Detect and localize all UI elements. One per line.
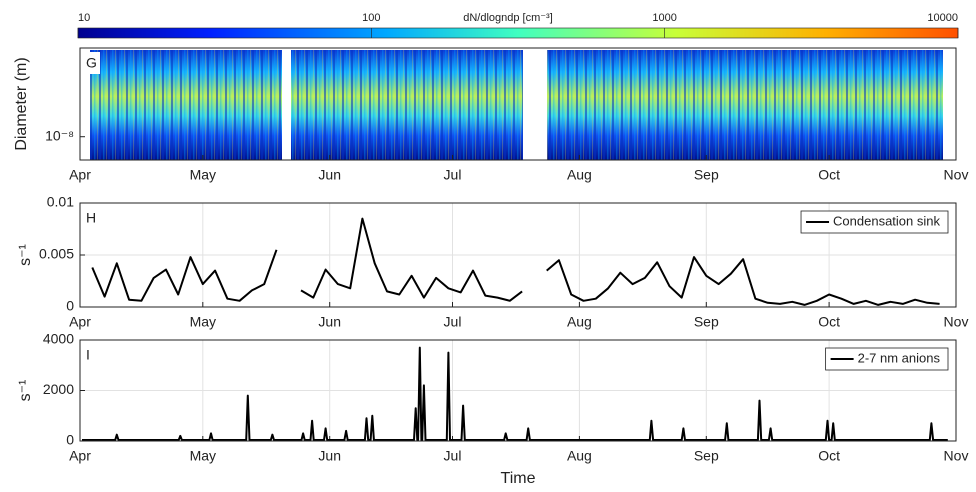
plot-frame (79, 339, 957, 442)
x-tick-label: Jul (444, 314, 462, 330)
x-tick-label: Oct (818, 448, 840, 464)
colorbar-tick-label: 10000 (927, 12, 958, 24)
y-axis-label: s⁻¹ (17, 244, 34, 266)
x-tick-label: Sep (694, 448, 719, 464)
plot-frame (79, 202, 957, 308)
legend (825, 347, 949, 371)
y-tick-label: 2000 (43, 381, 74, 397)
y-tick-label: 0 (66, 298, 74, 314)
colorbar (77, 27, 959, 39)
colorbar-tick-label: 1000 (652, 12, 676, 24)
panel-label: G (86, 55, 97, 71)
x-tick-label: Aug (567, 314, 592, 330)
x-tick-label: May (190, 167, 216, 183)
x-tick-label: Jul (444, 448, 462, 464)
y-tick-label: 0.01 (47, 194, 74, 210)
colorbar-tick-label: 100 (362, 12, 380, 24)
y-tick-label: 4000 (43, 331, 74, 347)
x-tick-label: Aug (567, 167, 592, 183)
x-tick-label: Nov (944, 314, 969, 330)
y-tick-label: 0.005 (39, 246, 74, 262)
x-tick-label: Jun (318, 167, 341, 183)
x-tick-label: Nov (944, 167, 969, 183)
panel-label-box (82, 52, 100, 74)
x-tick-label: Apr (69, 448, 91, 464)
x-tick-label: Sep (694, 167, 719, 183)
colorbar-tick-label: 10 (78, 12, 90, 24)
x-tick-label: Apr (69, 167, 91, 183)
x-tick-label: Sep (694, 314, 719, 330)
y-tick-label: 0 (66, 432, 74, 448)
x-tick-label: Aug (567, 448, 592, 464)
x-tick-label: Jun (318, 448, 341, 464)
plot-frame (79, 47, 957, 161)
series-line (91, 217, 940, 306)
spectrogram (90, 48, 943, 160)
x-tick-label: Jul (444, 167, 462, 183)
legend (800, 210, 949, 234)
y-tick-label: 10⁻⁸ (45, 127, 74, 143)
x-tick-label: Nov (944, 448, 969, 464)
x-axis-label: Time (501, 470, 536, 487)
legend-label: 2-7 nm anions (858, 350, 941, 365)
y-axis-label: s⁻¹ (17, 380, 34, 402)
colorbar-title: dN/dlogndp [cm⁻³] (463, 12, 553, 24)
x-tick-label: Oct (818, 167, 840, 183)
x-tick-label: May (190, 448, 216, 464)
panel-label: I (86, 347, 90, 363)
x-tick-label: Apr (69, 314, 91, 330)
panel-label: H (86, 210, 96, 226)
series-line (82, 346, 948, 441)
y-axis-label: Diameter (m) (13, 57, 30, 150)
x-tick-label: May (190, 314, 216, 330)
x-tick-label: Jun (318, 314, 341, 330)
legend-label: Condensation sink (833, 213, 940, 228)
x-tick-label: Oct (818, 314, 840, 330)
